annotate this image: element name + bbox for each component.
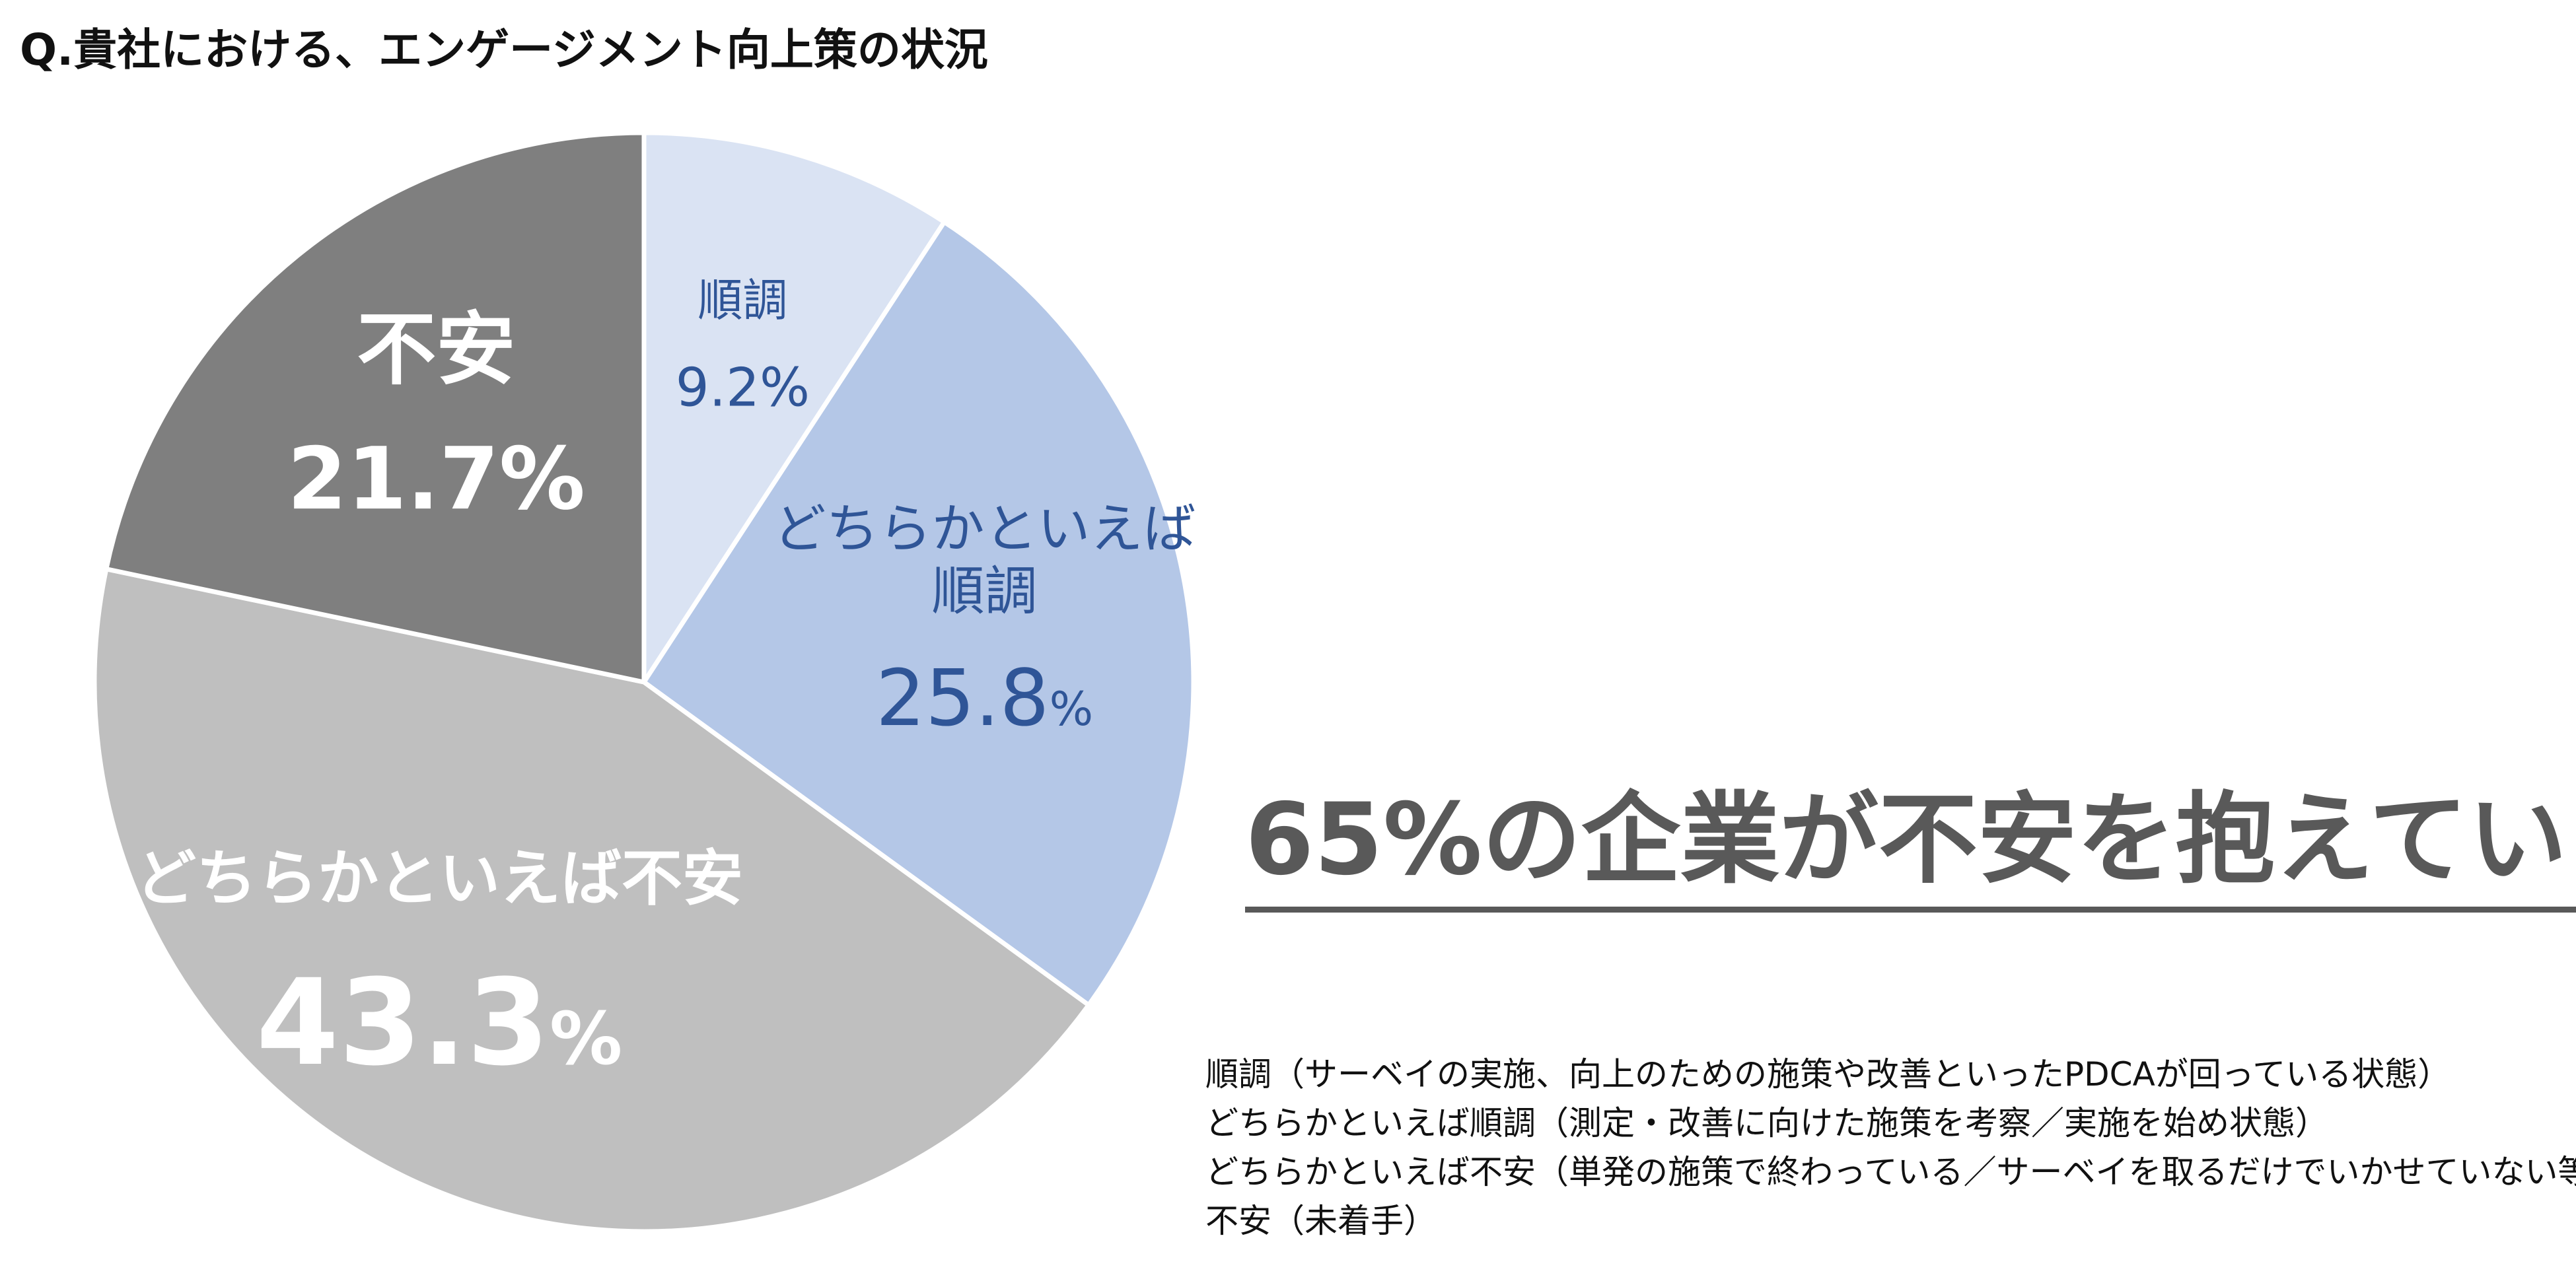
headline: 65%の企業が不安を抱えている bbox=[1245, 759, 2576, 913]
page-title: Q.貴社における、エンゲージメント向上策の状況 bbox=[20, 24, 988, 75]
slice-value-somewhat-smooth: 25.8% bbox=[876, 652, 1093, 744]
slice-label-smooth: 順調 bbox=[698, 275, 787, 327]
pie-slice-somewhat-smooth bbox=[641, 219, 1196, 1008]
legend-item-uneasy: 不安（未着手） bbox=[1205, 1202, 1437, 1240]
slice-value-smooth: 9.2% bbox=[676, 357, 810, 418]
pie-slice-somewhat-uneasy bbox=[92, 566, 1092, 1234]
legend-item-somewhat-smooth: どちらかといえば順調（測定・改善に向けた施策を考察／実施を始め状態） bbox=[1205, 1104, 2328, 1142]
pie-slice-smooth bbox=[641, 130, 948, 690]
pie-slice-uneasy bbox=[103, 130, 647, 685]
slice-label-uneasy: 不安 bbox=[357, 304, 515, 396]
legend-list: 順調（サーベイの実施、向上のための施策や改善といったPDCAが回っている状態） … bbox=[1205, 1050, 2576, 1245]
legend-item-smooth: 順調（サーベイの実施、向上のための施策や改善といったPDCAが回っている状態） bbox=[1205, 1055, 2451, 1093]
slice-value-somewhat-uneasy: 43.3% bbox=[256, 954, 622, 1092]
slice-label-somewhat-smooth-line-2: 順調 bbox=[931, 561, 1037, 622]
legend-item-somewhat-uneasy: どちらかといえば不安（単発の施策で終わっている／サーベイを取るだけでいかせていな… bbox=[1205, 1153, 2576, 1191]
slice-value-uneasy: 21.7% bbox=[287, 429, 585, 529]
slice-label-somewhat-uneasy: どちらかといえば不安 bbox=[135, 843, 743, 914]
slice-label-somewhat-smooth-line-1: どちらかといえば bbox=[773, 499, 1196, 560]
